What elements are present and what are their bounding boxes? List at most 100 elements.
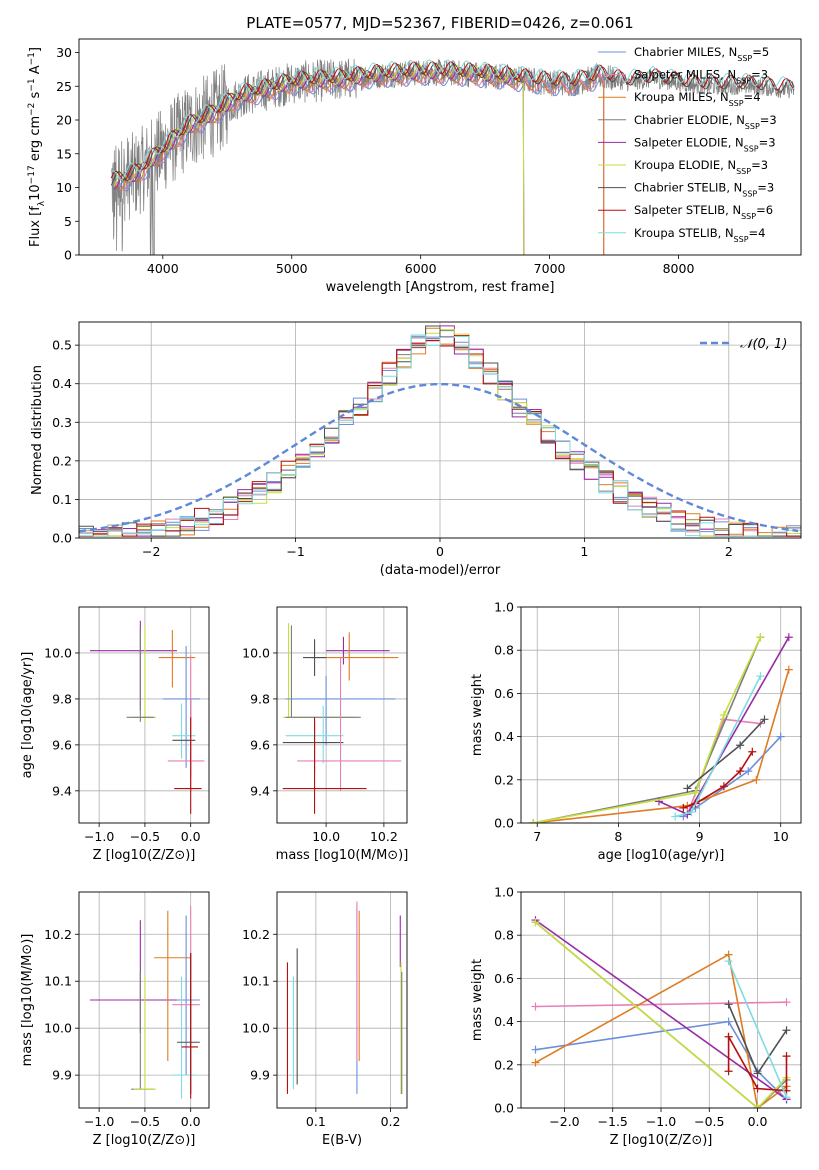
panel-age-vs-metallicity: −1.0 −0.5 0.0 9.4 9.6 9.8 10.0 Z [log10(Z/Z⊙)] a… (20, 606, 210, 863)
x-tick-label: −0.5 (130, 829, 160, 844)
legend-eq: = (751, 158, 761, 172)
legend-n-sub: SSP (737, 54, 752, 63)
legend: 𝒩(0, 1) (700, 337, 787, 352)
series-marker (753, 1069, 762, 1078)
panel-residual-histogram: −2 −1 0 1 2 0.0 0.1 0.2 0.3 0.4 0.5 (data-model)/er… (30, 321, 802, 578)
axes-box (78, 606, 210, 824)
y-tick-label: 0.0 (494, 816, 514, 831)
legend-model: Salpeter STELIB (634, 203, 725, 217)
series-marker (724, 1067, 733, 1076)
y-tick-label: 30 (56, 45, 72, 60)
legend-eq: = (760, 113, 770, 127)
y-tick-label: 0 (64, 248, 72, 263)
x-tick-label: 0.0 (748, 1114, 768, 1129)
legend-n: 3 (769, 113, 776, 127)
series-line (727, 960, 788, 1098)
series-line (535, 1020, 788, 1100)
x-axis-label: wavelength [Angstrom, rest frame] (326, 280, 555, 295)
series-chabrier-stelib (724, 1000, 791, 1078)
series-salpeter-miles (531, 998, 791, 1011)
series-marker (782, 1052, 791, 1061)
legend-n-prefix: N (729, 45, 738, 59)
x-tick-label: −1.0 (84, 829, 114, 844)
legend-entry: Kroupa STELIB, NSSP=4 (634, 226, 766, 244)
y-tick-label: 0.4 (494, 1014, 514, 1029)
plot-area (89, 906, 200, 1099)
legend-sep: , (720, 158, 727, 172)
plot-area (529, 633, 793, 823)
x-tick-label: 10.2 (370, 829, 398, 844)
legend-n-prefix: N (727, 68, 736, 82)
series-marker (753, 1084, 762, 1093)
series-line (533, 669, 790, 823)
model-spectrum-kroupa-stelib (110, 59, 795, 180)
plot-area (286, 901, 403, 1094)
legend-n: 3 (767, 181, 774, 195)
axes-box (78, 891, 210, 1109)
y-tick-label: 0.3 (52, 415, 72, 430)
series-marker (724, 957, 733, 966)
x-tick-label: 0.0 (181, 1114, 201, 1129)
axes-box (276, 606, 408, 824)
series-marker (744, 767, 753, 776)
y-axis-label: Flux [fλ10−17 erg cm−2 s−1 A−1] (27, 47, 47, 247)
series-marker (760, 715, 769, 724)
y-tick-label: 0.0 (52, 531, 72, 546)
legend-model: Kroupa MILES (634, 90, 713, 104)
legend-n: 3 (761, 68, 768, 82)
y-tick-label: 0.6 (494, 971, 514, 986)
y-axis-label-part: 10 (28, 184, 43, 201)
legend-n-sub: SSP (736, 167, 751, 176)
y-axis-label: Normed distribution (30, 365, 45, 495)
data-point-kroupa-miles (154, 910, 191, 1062)
series-marker (782, 998, 791, 1007)
panel-mass-weight-vs-age: 7 8 9 10 0.0 0.2 0.4 0.6 0.8 1.0 age [log10(age/yr… (470, 600, 802, 863)
series-marker (736, 767, 745, 776)
y-tick-label: 10.2 (242, 927, 270, 942)
x-tick-label: −1.5 (598, 1114, 628, 1129)
legend-sep: , (718, 226, 725, 240)
axes-box (520, 606, 802, 824)
y-tick-label: 0.2 (52, 453, 72, 468)
x-axis-label: age [log10(age/yr)] (598, 848, 725, 863)
y-tick-label: 5 (64, 214, 72, 229)
y-tick-label: 9.6 (52, 737, 72, 752)
series-salpeter-elodie (654, 633, 793, 819)
panel-mass-vs-metallicity: −1.0 −0.5 0.0 9.9 10.0 10.1 10.2 Z [log10(Z/Z⊙)… (20, 891, 210, 1148)
series-salpeter-stelib (724, 1032, 791, 1095)
x-tick-label: 0.0 (181, 829, 201, 844)
axes-box (78, 38, 802, 256)
x-tick-label: 10.0 (312, 829, 340, 844)
x-tick-label: 0.1 (306, 1114, 326, 1129)
data-point-salpeter-elodie (326, 636, 390, 665)
y-tick-label: 10.0 (242, 645, 270, 660)
y-tick-label: 9.8 (52, 691, 72, 706)
panel-spectrum: 4000 5000 6000 7000 8000 0 5 10 15 20 25 30 waveleng… (27, 38, 802, 295)
legend-n-sub: SSP (741, 212, 756, 221)
y-axis-label: age [log10(age/yr)] (20, 652, 35, 779)
legend-n-sub: SSP (742, 189, 757, 198)
x-tick-label: 7 (533, 829, 541, 844)
data-point-kroupa-stelib (172, 976, 196, 1099)
series-marker (784, 633, 793, 642)
series-marker (756, 672, 765, 681)
y-axis-label-part: s (28, 91, 43, 102)
y-axis-label-part: −1 (27, 78, 37, 91)
legend-model: Salpeter ELODIE (634, 135, 728, 149)
panel-mass-vs-extinction: 0.1 0.2 9.9 10.0 10.1 10.2 E(B-V) (242, 891, 408, 1148)
legend-eq: = (751, 68, 761, 82)
axes-frame: −2 −1 0 1 2 0.0 0.1 0.2 0.3 0.4 0.5 (data-model)/er… (30, 321, 802, 578)
panel-mass-weight-vs-metallicity: −2.0 −1.5 −1.0 −0.5 0.0 0.0 0.2 0.4 0.6 0.8 1.0 Z [… (470, 885, 802, 1148)
figure-title: PLATE=0577, MJD=52367, FIBERID=0426, z=0… (246, 14, 633, 32)
legend-entry: Salpeter MILES, NSSP=3 (634, 68, 768, 86)
data-point-chabrier-miles (176, 915, 200, 1076)
legend-model: Kroupa STELIB (634, 226, 718, 240)
series-kroupa-elodie (529, 633, 765, 823)
model-spectrum-salpeter-stelib (110, 61, 795, 181)
legend-n-prefix: N (727, 158, 736, 172)
legend-sep: , (720, 68, 727, 82)
x-tick-label: −2.0 (549, 1114, 579, 1129)
data-point-kroupa-elodie (133, 976, 156, 1090)
series-marker (671, 812, 680, 821)
y-tick-label: 0.8 (494, 643, 514, 658)
